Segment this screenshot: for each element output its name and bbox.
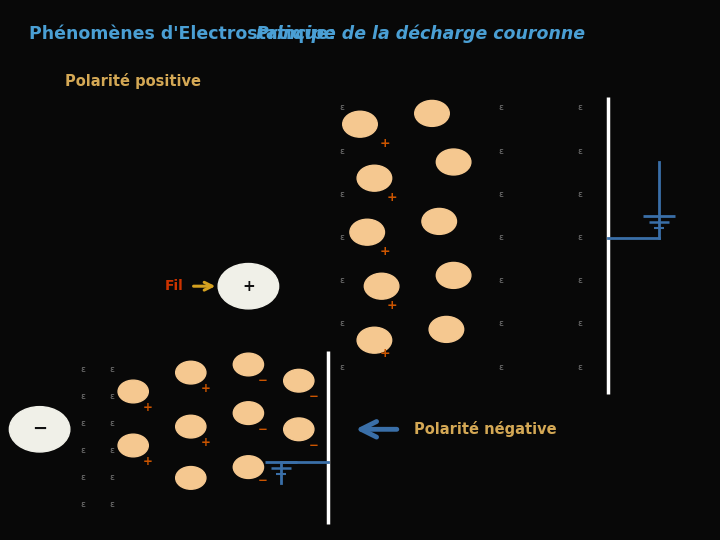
Circle shape <box>357 327 392 353</box>
Text: ε: ε <box>498 104 503 112</box>
Circle shape <box>176 361 206 384</box>
Text: ε: ε <box>340 104 344 112</box>
Text: ε: ε <box>577 363 582 372</box>
Circle shape <box>233 353 264 376</box>
Text: +: + <box>380 347 390 360</box>
Text: −: − <box>308 439 318 452</box>
Circle shape <box>350 219 384 245</box>
Text: ε: ε <box>81 447 85 455</box>
Text: ε: ε <box>340 190 344 199</box>
Text: ε: ε <box>577 320 582 328</box>
Circle shape <box>436 149 471 175</box>
Text: ε: ε <box>577 276 582 285</box>
Circle shape <box>118 434 148 457</box>
Text: ε: ε <box>577 147 582 156</box>
Text: Polarité négative: Polarité négative <box>414 421 557 437</box>
Text: ε: ε <box>81 393 85 401</box>
Text: ε: ε <box>340 320 344 328</box>
Text: ε: ε <box>109 474 114 482</box>
Text: ε: ε <box>109 447 114 455</box>
Circle shape <box>422 208 456 234</box>
Text: Polarité positive: Polarité positive <box>65 73 201 89</box>
Text: +: + <box>143 455 153 468</box>
Text: ε: ε <box>498 233 503 242</box>
Circle shape <box>218 264 279 309</box>
Text: −: − <box>308 390 318 403</box>
Circle shape <box>364 273 399 299</box>
Text: ε: ε <box>340 276 344 285</box>
Circle shape <box>284 369 314 392</box>
Circle shape <box>9 407 70 452</box>
Text: −: − <box>258 474 268 487</box>
Circle shape <box>415 100 449 126</box>
Text: ε: ε <box>498 276 503 285</box>
Circle shape <box>357 165 392 191</box>
Text: +: + <box>200 382 210 395</box>
Text: +: + <box>387 299 397 312</box>
Text: −: − <box>32 420 48 438</box>
Text: Phénomènes d'Electrostatique:: Phénomènes d'Electrostatique: <box>29 24 348 43</box>
Text: ε: ε <box>81 366 85 374</box>
Text: ε: ε <box>340 363 344 372</box>
Circle shape <box>436 262 471 288</box>
Text: ε: ε <box>577 190 582 199</box>
Text: ε: ε <box>577 104 582 112</box>
Text: +: + <box>387 191 397 204</box>
Text: ε: ε <box>498 147 503 156</box>
Circle shape <box>284 418 314 441</box>
Text: ε: ε <box>109 393 114 401</box>
Text: ε: ε <box>498 320 503 328</box>
Text: +: + <box>242 279 255 294</box>
Text: ε: ε <box>81 501 85 509</box>
Circle shape <box>233 402 264 424</box>
Circle shape <box>118 380 148 403</box>
Circle shape <box>176 415 206 438</box>
Text: −: − <box>258 374 268 387</box>
Circle shape <box>233 456 264 478</box>
Text: +: + <box>200 436 210 449</box>
Text: ε: ε <box>498 363 503 372</box>
Text: ε: ε <box>498 190 503 199</box>
Circle shape <box>429 316 464 342</box>
Text: Fil: Fil <box>165 279 184 293</box>
Text: ε: ε <box>81 474 85 482</box>
Text: ε: ε <box>340 147 344 156</box>
Text: ε: ε <box>109 366 114 374</box>
Text: Principe de la décharge couronne: Principe de la décharge couronne <box>256 24 585 43</box>
Text: +: + <box>143 401 153 414</box>
Text: +: + <box>380 245 390 258</box>
Text: ε: ε <box>109 420 114 428</box>
Text: ε: ε <box>340 233 344 242</box>
Text: ε: ε <box>577 233 582 242</box>
Circle shape <box>343 111 377 137</box>
Text: −: − <box>258 423 268 436</box>
Text: ε: ε <box>81 420 85 428</box>
Text: ε: ε <box>109 501 114 509</box>
Text: +: + <box>380 137 390 150</box>
Circle shape <box>176 467 206 489</box>
